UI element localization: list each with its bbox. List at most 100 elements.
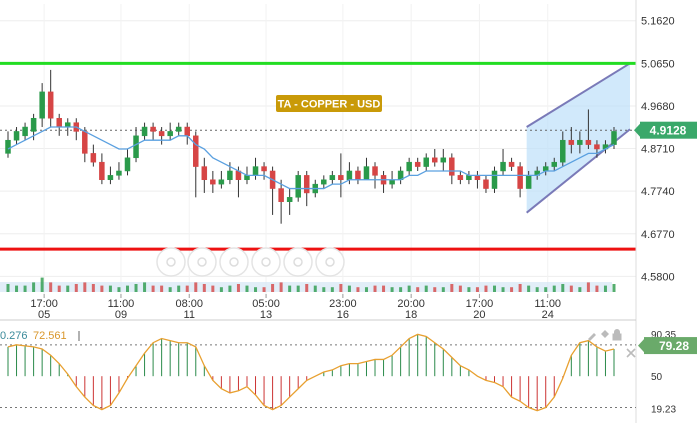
- pencil-icon[interactable]: [588, 333, 596, 341]
- nav-button-circle[interactable]: [315, 247, 345, 277]
- candle-body: [508, 161, 515, 167]
- price-tick-label: 5.0650: [641, 58, 675, 70]
- volume-bar: [143, 282, 147, 292]
- date-tick-label: 20: [473, 309, 485, 321]
- candle-body: [116, 170, 122, 176]
- volume-bar: [612, 284, 616, 292]
- volume-bar: [578, 287, 582, 292]
- volume-bar: [450, 284, 454, 292]
- candle: [261, 162, 267, 180]
- candle-body: [252, 166, 259, 176]
- candle-body: [150, 126, 156, 132]
- volume-bar: [595, 285, 599, 292]
- candle: [22, 122, 28, 141]
- candle-body: [13, 131, 20, 141]
- candle-body: [568, 139, 575, 145]
- candle: [150, 122, 156, 141]
- candle-body: [551, 161, 558, 167]
- candle-body: [201, 166, 208, 181]
- candle-body: [47, 91, 54, 119]
- candle-body: [261, 166, 267, 172]
- time-tick-label: 05:00: [252, 298, 280, 310]
- candle: [594, 140, 600, 158]
- candle-body: [56, 117, 62, 128]
- candle: [210, 170, 216, 193]
- candle: [372, 162, 378, 189]
- nav-button-circle[interactable]: [156, 247, 186, 277]
- candle: [380, 170, 387, 193]
- chart-title-text: TA - COPPER - USD: [278, 99, 381, 111]
- nav-button-icon: [293, 257, 303, 267]
- settings-icon[interactable]: [601, 330, 609, 338]
- scroll-right-button[interactable]: [315, 247, 345, 277]
- candle-body: [30, 117, 37, 132]
- volume-bar: [433, 287, 437, 292]
- candle-body: [474, 175, 481, 181]
- candle: [449, 153, 455, 185]
- candle: [560, 131, 566, 167]
- stochastic-current-value: 79.28: [659, 339, 689, 353]
- nav-button-circle[interactable]: [219, 247, 249, 277]
- volume-bar: [185, 285, 189, 292]
- stochastic-value-a: 0.276: [0, 330, 28, 342]
- volume-bar: [313, 285, 317, 292]
- time-tick-label: 23:00: [329, 298, 357, 310]
- scroll-left-button[interactable]: [156, 247, 186, 277]
- volume-bar: [458, 285, 462, 292]
- candle-body: [440, 157, 447, 163]
- candle-body: [542, 166, 549, 172]
- candle-body: [193, 135, 199, 167]
- candle: [175, 122, 182, 136]
- nav-button-icon: [197, 257, 207, 267]
- candle-body: [525, 175, 532, 189]
- candle-body: [449, 157, 455, 176]
- candle-body: [175, 126, 182, 132]
- price-tick-label: 4.7740: [641, 186, 675, 198]
- nav-button-icon: [229, 257, 239, 267]
- candle: [295, 170, 301, 202]
- current-price-badge: 4.9128: [634, 121, 697, 139]
- volume-bar: [330, 287, 334, 292]
- candle-body: [99, 161, 105, 181]
- close-icon[interactable]: [626, 348, 636, 358]
- volume-bar: [407, 285, 411, 292]
- time-tick-label: 17:00: [466, 298, 494, 310]
- nav-button-icon: [261, 257, 271, 267]
- stochastic-axis: 90.35 50 19.23: [651, 330, 676, 415]
- candle: [286, 188, 293, 215]
- nav-button-circle[interactable]: [251, 247, 281, 277]
- candle: [158, 127, 165, 145]
- nav-button-circle[interactable]: [283, 247, 313, 277]
- nav-button-circle[interactable]: [187, 247, 217, 277]
- chart-navigation-toolbar: [156, 247, 345, 277]
- volume-bar: [603, 285, 607, 292]
- volume-bar: [561, 284, 565, 292]
- stochastic-controls[interactable]: [588, 329, 636, 358]
- volume-bar: [364, 287, 368, 292]
- candle-body: [560, 139, 566, 163]
- candle: [141, 122, 148, 141]
- candle-body: [141, 126, 148, 137]
- volume-bar: [74, 284, 78, 292]
- volume-bar: [510, 287, 514, 292]
- volume-bar: [6, 284, 10, 292]
- volume-bar: [339, 284, 343, 292]
- volume-bar: [125, 285, 129, 292]
- stochastic-line: [7, 333, 615, 412]
- lock-icon[interactable]: [612, 329, 622, 341]
- candle-body: [295, 175, 301, 198]
- candle: [355, 166, 361, 185]
- volume-bar: [66, 285, 70, 292]
- volume-bar: [493, 285, 497, 292]
- candle-body: [432, 157, 438, 163]
- nav-button-icon: [166, 257, 176, 267]
- reset-button[interactable]: [219, 247, 249, 277]
- zoom-out-button[interactable]: [187, 247, 217, 277]
- volume-bar: [228, 285, 232, 292]
- stochastic-value-badge-arrow: [638, 339, 644, 353]
- candle-body: [90, 153, 97, 163]
- candle: [440, 149, 447, 171]
- zoom-fit-button[interactable]: [251, 247, 281, 277]
- zoom-in-button[interactable]: [283, 247, 313, 277]
